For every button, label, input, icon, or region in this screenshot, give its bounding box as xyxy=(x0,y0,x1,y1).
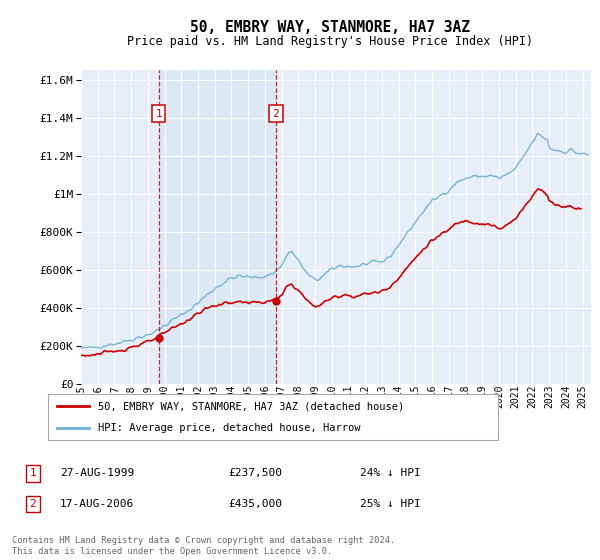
Text: 25% ↓ HPI: 25% ↓ HPI xyxy=(360,499,421,509)
Text: HPI: Average price, detached house, Harrow: HPI: Average price, detached house, Harr… xyxy=(97,423,360,433)
Text: 50, EMBRY WAY, STANMORE, HA7 3AZ: 50, EMBRY WAY, STANMORE, HA7 3AZ xyxy=(190,20,470,35)
Text: Price paid vs. HM Land Registry's House Price Index (HPI): Price paid vs. HM Land Registry's House … xyxy=(127,35,533,48)
Text: £237,500: £237,500 xyxy=(228,468,282,478)
Bar xyxy=(159,70,276,384)
Text: 17-AUG-2006: 17-AUG-2006 xyxy=(60,499,134,509)
Text: Contains HM Land Registry data © Crown copyright and database right 2024.
This d: Contains HM Land Registry data © Crown c… xyxy=(12,536,395,556)
Text: 24% ↓ HPI: 24% ↓ HPI xyxy=(360,468,421,478)
Text: £435,000: £435,000 xyxy=(228,499,282,509)
Text: 27-AUG-1999: 27-AUG-1999 xyxy=(60,468,134,478)
Text: 1: 1 xyxy=(29,468,37,478)
Text: 2: 2 xyxy=(272,109,279,119)
Text: 2: 2 xyxy=(29,499,37,509)
Text: 1: 1 xyxy=(155,109,162,119)
Text: 50, EMBRY WAY, STANMORE, HA7 3AZ (detached house): 50, EMBRY WAY, STANMORE, HA7 3AZ (detach… xyxy=(97,401,404,411)
